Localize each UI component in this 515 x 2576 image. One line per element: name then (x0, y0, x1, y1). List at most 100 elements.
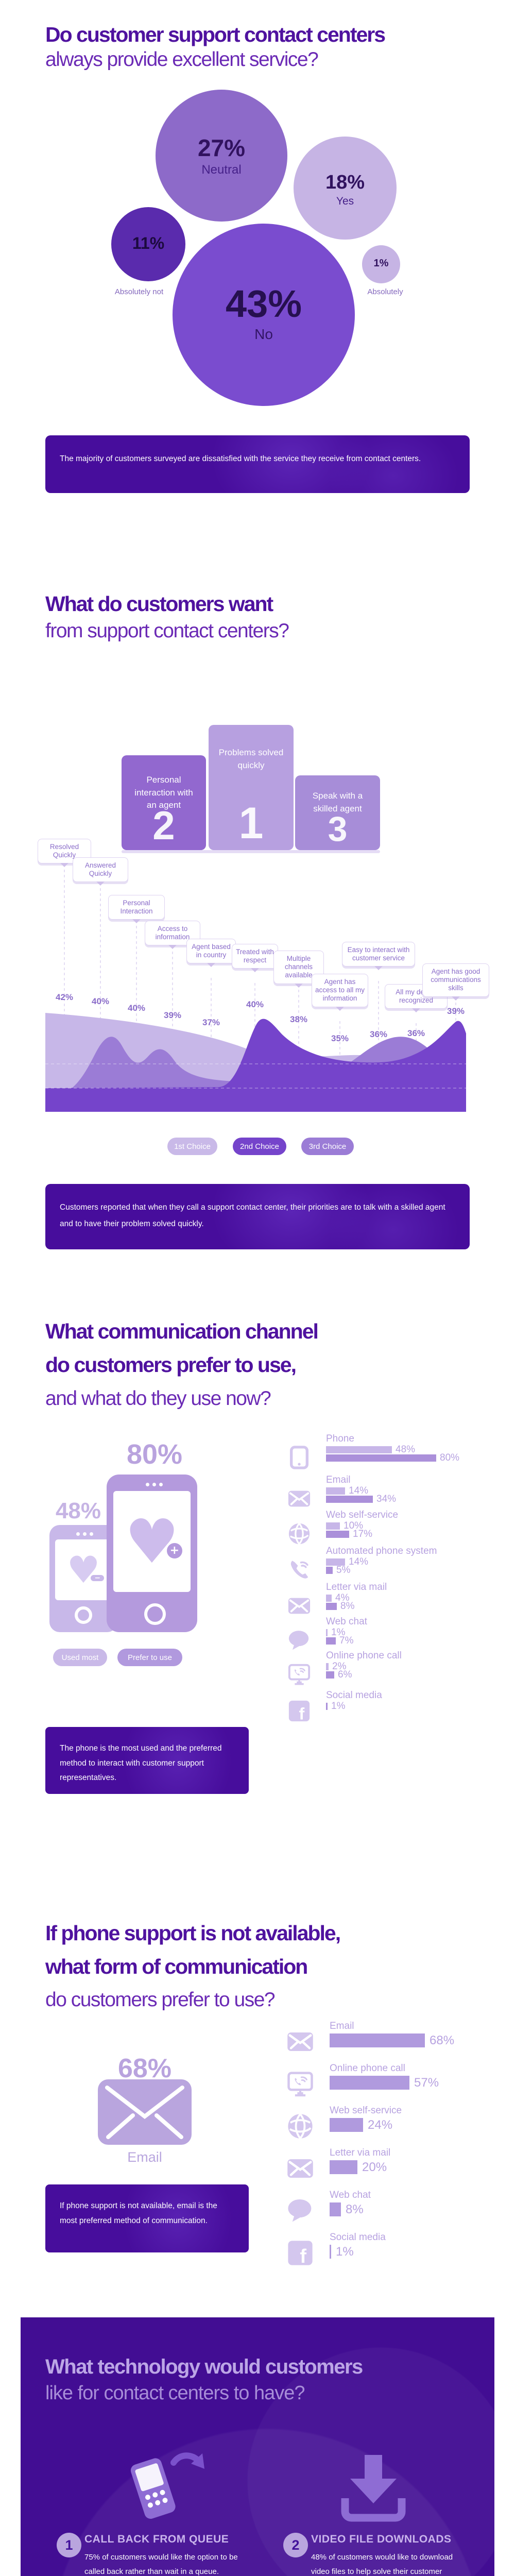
channel-label: Automated phone system (326, 1546, 437, 1556)
home-button (144, 1603, 166, 1625)
priority-value: 36% (369, 1029, 388, 1039)
bubble-yes: 18% Yes (294, 137, 397, 240)
channel-bar (326, 1454, 436, 1462)
podium-label: Problems solved quickly (218, 748, 284, 770)
channel-label: Web chat (326, 1616, 367, 1627)
envelope-icon (288, 1598, 311, 1614)
small-phone-illustration: ♥ − (49, 1525, 117, 1632)
priority-callout: Treated with respect (232, 944, 278, 969)
channel-bar-value: 48% (396, 1444, 416, 1455)
channel-bar-value: 6% (338, 1669, 352, 1680)
channel-icon-wrap (287, 1594, 311, 1618)
podium-block-2: Personal interaction with an agent 2 (122, 755, 206, 850)
channel-bar (326, 1558, 345, 1566)
section1-callout-text: The majority of customers surveyed are d… (60, 454, 421, 463)
section4-callout-box: If phone support is not available, email… (45, 2184, 249, 2252)
section3-callout-box: The phone is the most used and the prefe… (45, 1727, 249, 1794)
channel-bar-value: 80% (440, 1452, 460, 1463)
priority-value: 36% (407, 1028, 425, 1038)
no-phone-bar-value: 68% (430, 2033, 455, 2047)
no-phone-bar (330, 2202, 341, 2216)
channel-label: Email (326, 1475, 351, 1485)
phone-speaker-dots (146, 1483, 163, 1486)
item-number: 2 (283, 2533, 308, 2557)
chat-icon (288, 1631, 309, 1650)
facebook-icon: f (288, 1700, 310, 1723)
channel-bar (326, 1595, 332, 1602)
podium-block-3: Speak with a skilled agent 3 (295, 775, 380, 850)
priority-value: 40% (91, 996, 110, 1006)
section1-title-bold: Do customer support contact centers (45, 23, 386, 46)
channel-icon-wrap: f (287, 1699, 311, 1723)
channel-bar-value: 2% (332, 1661, 347, 1672)
channel-bar (326, 1671, 334, 1679)
channel-bar (326, 1496, 373, 1503)
phone-speaker-dots (76, 1532, 93, 1536)
channel-bar-value: 17% (353, 1529, 373, 1539)
podium-label: Speak with a skilled agent (312, 791, 363, 814)
channel-label: Social media (326, 1690, 382, 1701)
priority-value: 39% (163, 1010, 182, 1020)
channel-bar-value: 34% (376, 1494, 397, 1504)
section3-callout-text: The phone is the most used and the prefe… (60, 1744, 222, 1783)
podium-block-1: Problems solved quickly 1 (209, 725, 294, 850)
phone-prefer-value: 80% (126, 1439, 183, 1470)
technology-icon-wrap (335, 2449, 412, 2526)
section5-title-bold: What technology would customers (45, 2355, 363, 2378)
no-phone-label: Web chat (330, 2190, 371, 2200)
no-phone-label: Web self-service (330, 2105, 402, 2116)
bubble-no: 43% No (173, 224, 355, 406)
globe-icon (288, 1522, 310, 1545)
technology-items: 1 CALL BACK FROM QUEUE 75% of customers … (21, 2317, 494, 2576)
section1-callout-banner: The majority of customers surveyed are d… (45, 435, 470, 493)
bubble-label: Yes (336, 195, 354, 207)
item-description: 75% of customers would like the option t… (84, 2553, 238, 2576)
pill-used-most: Used most (53, 1649, 107, 1666)
no-phone-icon-wrap (286, 2070, 314, 2098)
section3-title-bold-1: What communication channel (45, 1319, 319, 1343)
heart-plus-icon: ♥ + (125, 1511, 182, 1572)
priority-value: 42% (55, 992, 74, 1002)
priority-value: 39% (447, 1006, 465, 1016)
email-big-value: 68% (117, 2054, 172, 2083)
no-phone-bar-value: 24% (368, 2118, 393, 2132)
email-big-icon (98, 2079, 192, 2145)
channel-bar-value: 10% (344, 1520, 364, 1531)
monitor-icon (288, 1664, 311, 1685)
bubble-value: 1% (373, 258, 389, 269)
channel-bar-value: 7% (339, 1635, 354, 1646)
no-phone-icon-wrap (286, 2028, 314, 2056)
legend-pill-3: 3rd Choice (301, 1138, 354, 1155)
priority-callout: Access to information (145, 921, 200, 946)
svg-text:f: f (299, 1704, 304, 1723)
section2-callout-banner: Customers reported that when they call a… (45, 1184, 470, 1249)
item-description: 48% of customers would like to download … (311, 2553, 453, 2576)
channel-icon-wrap (287, 1446, 311, 1469)
section4-title-bold-1: If phone support is not available, (45, 1921, 341, 1945)
channel-label: Letter via mail (326, 1582, 387, 1592)
channel-label: Web self-service (326, 1510, 399, 1520)
envelope-icon (287, 2032, 313, 2051)
section1-title-light: always provide excellent service? (45, 48, 319, 71)
globe-icon (288, 2113, 313, 2139)
channel-bar (326, 1567, 333, 1574)
no-phone-label: Email (330, 2021, 354, 2031)
big-phone-illustration: ♥ + (107, 1475, 197, 1632)
priority-value: 40% (246, 999, 264, 1009)
phone-icon (289, 1446, 309, 1469)
channel-bar (326, 1522, 340, 1530)
phone-used-value: 48% (55, 1498, 101, 1523)
download-icon (341, 2455, 406, 2522)
bubble-label: No (254, 326, 273, 342)
bubble-value: 43% (225, 282, 302, 325)
channel-bar-value: 1% (331, 1627, 346, 1638)
channel-icon-wrap (287, 1558, 311, 1582)
section2-title-light: from support contact centers? (45, 620, 289, 642)
no-phone-label: Letter via mail (330, 2147, 391, 2158)
channel-bar (326, 1487, 345, 1495)
bubble-label: Neutral (201, 163, 242, 177)
big-phone-screen: ♥ + (113, 1491, 191, 1592)
section4-callout-text: If phone support is not available, email… (60, 2201, 217, 2225)
no-phone-label: Online phone call (330, 2063, 405, 2074)
channel-bar (326, 1446, 392, 1453)
